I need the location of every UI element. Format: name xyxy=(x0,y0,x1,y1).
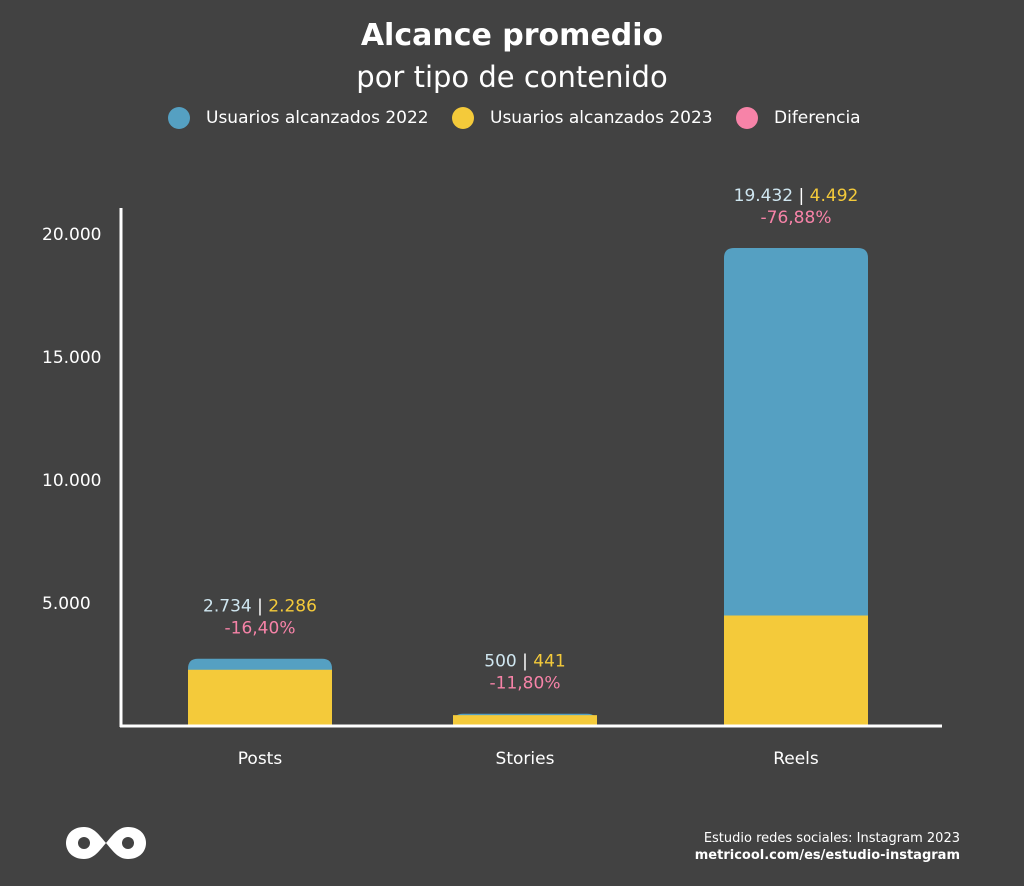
legend-item-2023: Usuarios alcanzados 2023 xyxy=(452,106,713,130)
bar-value-label: 19.432 | 4.492 xyxy=(734,186,859,206)
bar-difference-label: -16,40% xyxy=(225,619,296,639)
bar-2023 xyxy=(188,669,332,726)
x-category-label: Reels xyxy=(773,749,819,769)
value-2023: 2.286 xyxy=(268,597,317,617)
legend-label-diferencia: Diferencia xyxy=(774,108,861,128)
bar-2023 xyxy=(724,615,868,726)
value-separator: | xyxy=(252,597,269,617)
y-tick-label: 10.000 xyxy=(42,471,101,491)
y-tick-label: 20.000 xyxy=(42,225,101,245)
bar-difference-label: -76,88% xyxy=(761,208,832,228)
value-2022: 500 xyxy=(484,652,516,672)
value-2022: 2.734 xyxy=(203,597,252,617)
legend-dot-diferencia xyxy=(736,107,758,129)
bar-difference-label: -11,80% xyxy=(490,674,561,694)
footer-source: Estudio redes sociales: Instagram 2023 xyxy=(703,831,960,846)
value-separator: | xyxy=(517,652,534,672)
bar-value-label: 500 | 441 xyxy=(484,652,565,672)
footer-url: metricool.com/es/estudio-instagram xyxy=(694,848,960,863)
legend-label-2023: Usuarios alcanzados 2023 xyxy=(490,108,713,128)
y-tick-label: 15.000 xyxy=(42,348,101,368)
legend-dot-2023 xyxy=(452,107,474,129)
x-category-label: Posts xyxy=(238,749,283,769)
legend-item-2022: Usuarios alcanzados 2022 xyxy=(168,106,429,130)
value-2022: 19.432 xyxy=(734,186,793,206)
metricool-logo-icon xyxy=(66,827,146,859)
chart-title: Alcance promedio xyxy=(360,18,664,53)
y-tick-label: 5.000 xyxy=(42,594,91,614)
value-separator: | xyxy=(793,186,810,206)
bar-value-label: 2.734 | 2.286 xyxy=(203,597,317,617)
legend-label-2022: Usuarios alcanzados 2022 xyxy=(206,108,429,128)
bar-2022 xyxy=(724,247,868,727)
value-2023: 4.492 xyxy=(810,186,859,206)
value-2023: 441 xyxy=(533,652,565,672)
legend-dot-2022 xyxy=(168,107,190,129)
legend-item-diferencia: Diferencia xyxy=(736,106,861,130)
bar-2023 xyxy=(453,715,597,726)
x-category-label: Stories xyxy=(496,749,555,769)
chart-subtitle: por tipo de contenido xyxy=(356,60,668,94)
